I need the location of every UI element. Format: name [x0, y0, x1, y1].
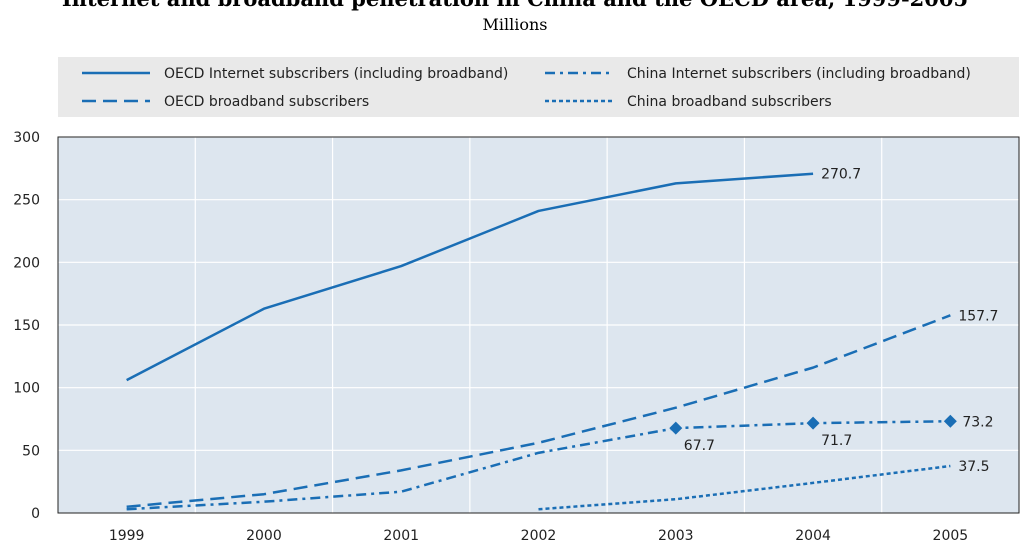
- data-marker: [943, 414, 957, 428]
- legend: OECD Internet subscribers (including bro…: [82, 66, 971, 110]
- data-label: 157.7: [958, 308, 998, 324]
- y-tick-label: 250: [13, 193, 40, 209]
- data-label: 73.2: [962, 414, 993, 430]
- x-tick-label: 2003: [658, 528, 694, 544]
- series-line-3: [538, 464, 951, 511]
- series-line-2: [126, 314, 951, 508]
- x-axis: 1999 2000 2001 2002 2003 2004 2005: [109, 528, 968, 544]
- y-tick-label: 50: [22, 443, 40, 459]
- series-lines: [126, 172, 957, 511]
- data-marker: [806, 416, 820, 430]
- chart-subtitle: Millions: [483, 15, 548, 34]
- series-line-0: [126, 172, 814, 382]
- legend-label: OECD broadband subscribers: [164, 94, 369, 110]
- legend-label: China Internet subscribers (including br…: [627, 66, 971, 82]
- chart-title: Internet and broadband penetration in Ch…: [62, 0, 968, 11]
- y-axis: 0 50 100 150 200 250 300: [13, 130, 40, 522]
- plot-frame: [57, 136, 1020, 514]
- legend-label: China broadband subscribers: [627, 94, 832, 110]
- x-tick-label: 1999: [109, 528, 145, 544]
- gridlines: [57, 136, 1020, 514]
- data-marker: [669, 421, 683, 435]
- x-tick-label: 2004: [795, 528, 831, 544]
- data-label: 37.5: [958, 459, 989, 475]
- x-tick-label: 2002: [521, 528, 557, 544]
- y-tick-label: 200: [13, 255, 40, 271]
- x-tick-label: 2001: [383, 528, 419, 544]
- y-tick-label: 300: [13, 130, 40, 146]
- legend-label: OECD Internet subscribers (including bro…: [164, 66, 508, 82]
- x-tick-label: 2000: [246, 528, 282, 544]
- data-labels: 270.7 67.7 71.7 73.2 157.7 37.5: [684, 167, 999, 475]
- legend-background: [58, 57, 1019, 117]
- data-label: 270.7: [821, 167, 861, 183]
- y-tick-label: 150: [13, 318, 40, 334]
- data-label: 71.7: [821, 433, 852, 449]
- y-tick-label: 0: [31, 506, 40, 522]
- x-tick-label: 2005: [933, 528, 969, 544]
- y-tick-label: 100: [13, 381, 40, 397]
- data-label: 67.7: [684, 438, 715, 454]
